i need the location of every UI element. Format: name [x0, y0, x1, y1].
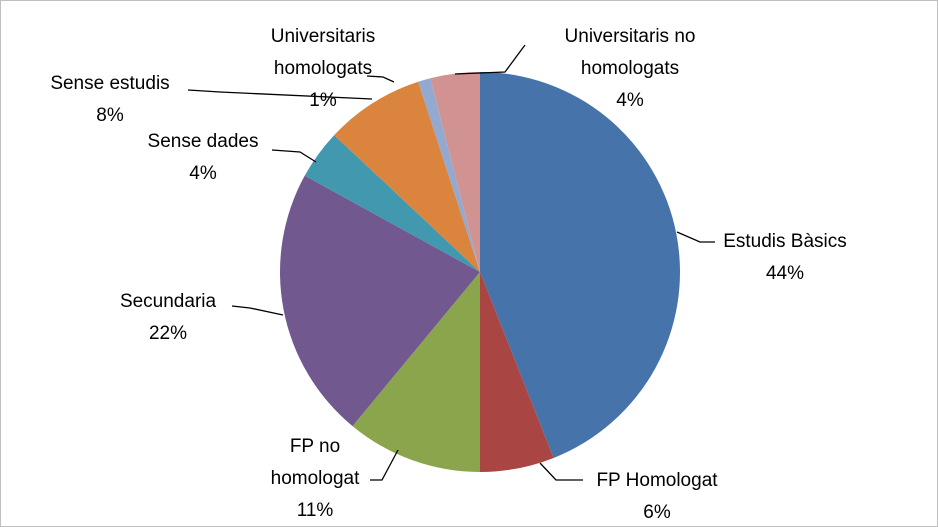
- slice-label: FP no homologat: [271, 436, 360, 489]
- slice-label: Universitaris no homologats: [565, 26, 696, 79]
- pie-slice: [480, 272, 554, 472]
- slice-label: FP Homologat: [596, 470, 718, 491]
- leader-line: [366, 75, 395, 83]
- leader-line: [231, 305, 284, 316]
- value-label: 4%: [189, 163, 217, 184]
- slice-label: Sense estudis: [50, 73, 169, 94]
- value-label: 44%: [766, 263, 804, 284]
- pie-slice: [334, 81, 480, 272]
- leader-line: [271, 149, 317, 163]
- value-label: 4%: [616, 90, 644, 111]
- slice-label: Secundaria: [120, 291, 217, 312]
- value-label: 11%: [297, 500, 334, 521]
- slice-label: Estudis Bàsics: [723, 231, 847, 252]
- leader-line: [454, 44, 526, 75]
- leader-line: [676, 231, 715, 243]
- pie-slice: [430, 72, 480, 272]
- slice-label: Sense dades: [148, 131, 259, 152]
- leader-line: [539, 462, 583, 481]
- pie-slice: [418, 78, 480, 272]
- value-label: 8%: [96, 105, 124, 126]
- pie-slice: [352, 272, 480, 472]
- value-label: 1%: [309, 90, 337, 111]
- leader-line: [370, 449, 399, 481]
- leader-line: [187, 89, 373, 100]
- slice-label: Universitaris homologats: [271, 26, 376, 79]
- pie-slice: [280, 175, 480, 427]
- pie-slice: [304, 135, 480, 272]
- pie-slice: [480, 72, 680, 458]
- value-label: 22%: [149, 323, 187, 344]
- value-label: 6%: [643, 502, 671, 523]
